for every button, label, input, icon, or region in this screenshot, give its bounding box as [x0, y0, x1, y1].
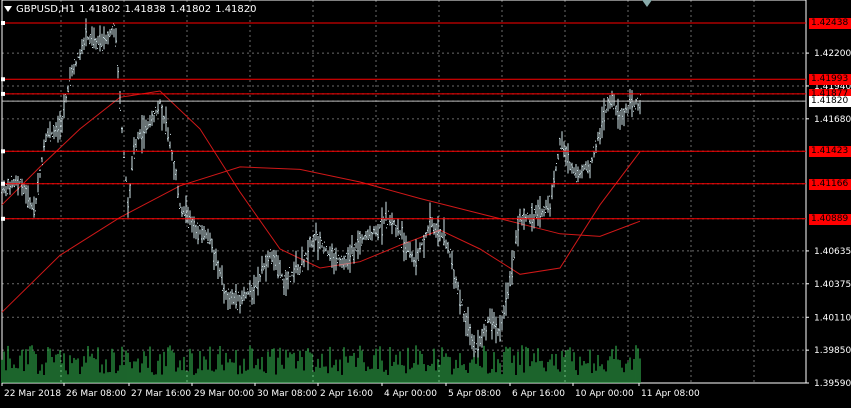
volume-bars — [1, 345, 641, 383]
plot-frame — [1, 0, 807, 384]
hline-price-tag: 1.41423 — [809, 146, 851, 158]
hline-handle[interactable] — [1, 181, 5, 186]
ma-fast-line — [1, 90, 641, 275]
time-tick-label: 2 Apr 16:00 — [320, 389, 373, 399]
chart-grid — [1, 0, 807, 384]
hline-price-tag: 1.41166 — [809, 178, 851, 190]
time-tick-label: 29 Mar 00:00 — [194, 389, 254, 399]
price-tick-label: 1.40375 — [814, 280, 851, 290]
moving-average-fast — [1, 90, 641, 275]
price-axis: 1.42200 1.41940 1.41680 1.40635 1.40375 1.401… — [806, 49, 851, 389]
time-tick-label: 26 Mar 08:00 — [66, 389, 126, 399]
hline-price-tag: 1.41993 — [809, 74, 851, 86]
price-bars — [1, 18, 641, 358]
hline-handle[interactable] — [1, 91, 5, 96]
time-tick-label: 30 Mar 08:00 — [257, 389, 317, 399]
time-tick-label: 22 Mar 2018 — [4, 389, 61, 399]
time-tick-label: 11 Apr 08:00 — [641, 389, 700, 399]
moving-average-slow — [1, 166, 641, 313]
hline-price-tag: 1.40889 — [809, 213, 851, 225]
hline-handle[interactable] — [1, 21, 5, 26]
price-tick-label: 1.41680 — [814, 115, 851, 125]
time-tick-label: 4 Apr 00:00 — [384, 389, 437, 399]
chart-shift-marker-icon[interactable] — [642, 0, 652, 7]
hline-handle[interactable] — [1, 149, 5, 154]
high-value: 1.41838 — [124, 3, 166, 15]
open-value: 1.41802 — [79, 3, 121, 15]
hline-handle[interactable] — [1, 77, 5, 82]
close-value: 1.41820 — [215, 3, 257, 15]
ma-slow-line — [1, 166, 641, 313]
price-tick-label: 1.40110 — [814, 313, 851, 323]
price-tick-label: 1.42200 — [814, 49, 851, 59]
time-axis: 22 Mar 2018 26 Mar 08:00 27 Mar 16:00 29 Ma… — [1, 383, 700, 399]
price-tick-label: 1.40635 — [814, 247, 851, 257]
time-tick-label: 27 Mar 16:00 — [131, 389, 191, 399]
current-price-tag: 1.41820 — [809, 96, 851, 108]
hline-handle[interactable] — [1, 216, 5, 221]
price-tick-label: 1.41940 — [814, 82, 851, 92]
hline-price-tag: 1.42438 — [809, 18, 851, 29]
price-tick-label: 1.39590 — [814, 379, 851, 389]
chart-header: GBPUSD,H1 1.41802 1.41838 1.41802 1.4182… — [4, 2, 257, 16]
hline-price-tag: 1.41877 — [809, 88, 851, 100]
time-tick-label: 10 Apr 00:00 — [575, 389, 634, 399]
time-tick-label: 6 Apr 16:00 — [512, 389, 565, 399]
time-tick-label: 5 Apr 08:00 — [448, 389, 501, 399]
symbol-label: GBPUSD,H1 — [16, 3, 76, 15]
price-tick-label: 1.39850 — [814, 346, 851, 356]
chart-menu-triangle-icon[interactable] — [4, 6, 12, 12]
horizontal-lines[interactable] — [1, 21, 806, 221]
low-value: 1.41802 — [169, 3, 212, 15]
